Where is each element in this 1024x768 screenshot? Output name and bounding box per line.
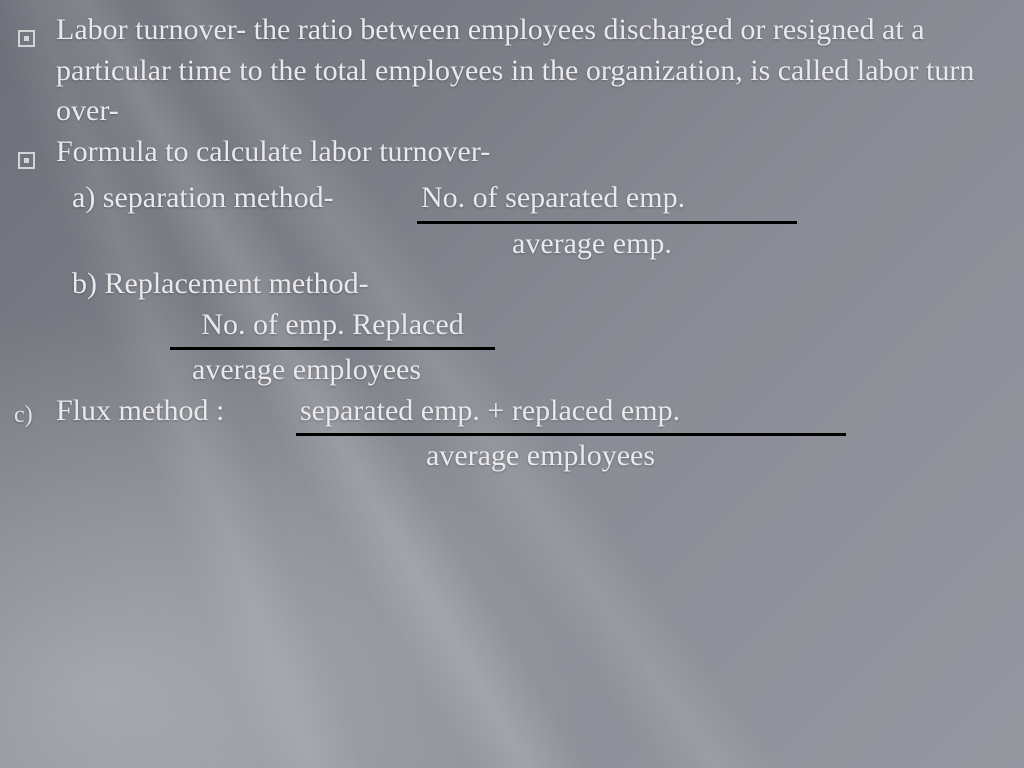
- bullet-marker: [14, 10, 56, 57]
- bullet-text: Formula to calculate labor turnover-: [56, 132, 996, 173]
- method-c-label: Flux method :: [56, 391, 296, 437]
- method-a-numerator: No. of separated emp.: [417, 178, 797, 224]
- method-b-numerator: No. of emp. Replaced: [170, 305, 495, 351]
- method-a-denominator: average emp.: [512, 227, 672, 260]
- slide: Labor turnover- the ratio between employ…: [0, 0, 1024, 768]
- method-b-denominator: average employees: [72, 350, 996, 391]
- bullet-item-1: Labor turnover- the ratio between employ…: [14, 10, 996, 132]
- method-c-marker: c): [14, 391, 56, 431]
- bullet-item-2: Formula to calculate labor turnover-: [14, 132, 996, 179]
- method-a-label: a) separation method-: [72, 178, 417, 224]
- method-a: a) separation method- No. of separated e…: [14, 178, 996, 264]
- method-c: c) Flux method : separated emp. + replac…: [14, 391, 996, 477]
- bullet-marker: [14, 132, 56, 179]
- bullet-text: Labor turnover- the ratio between employ…: [56, 10, 996, 132]
- method-b-label: b) Replacement method-: [72, 264, 996, 305]
- method-b: b) Replacement method- No. of emp. Repla…: [14, 264, 996, 391]
- method-c-numerator: separated emp. + replaced emp.: [296, 391, 846, 437]
- method-c-denominator: average employees: [426, 439, 655, 472]
